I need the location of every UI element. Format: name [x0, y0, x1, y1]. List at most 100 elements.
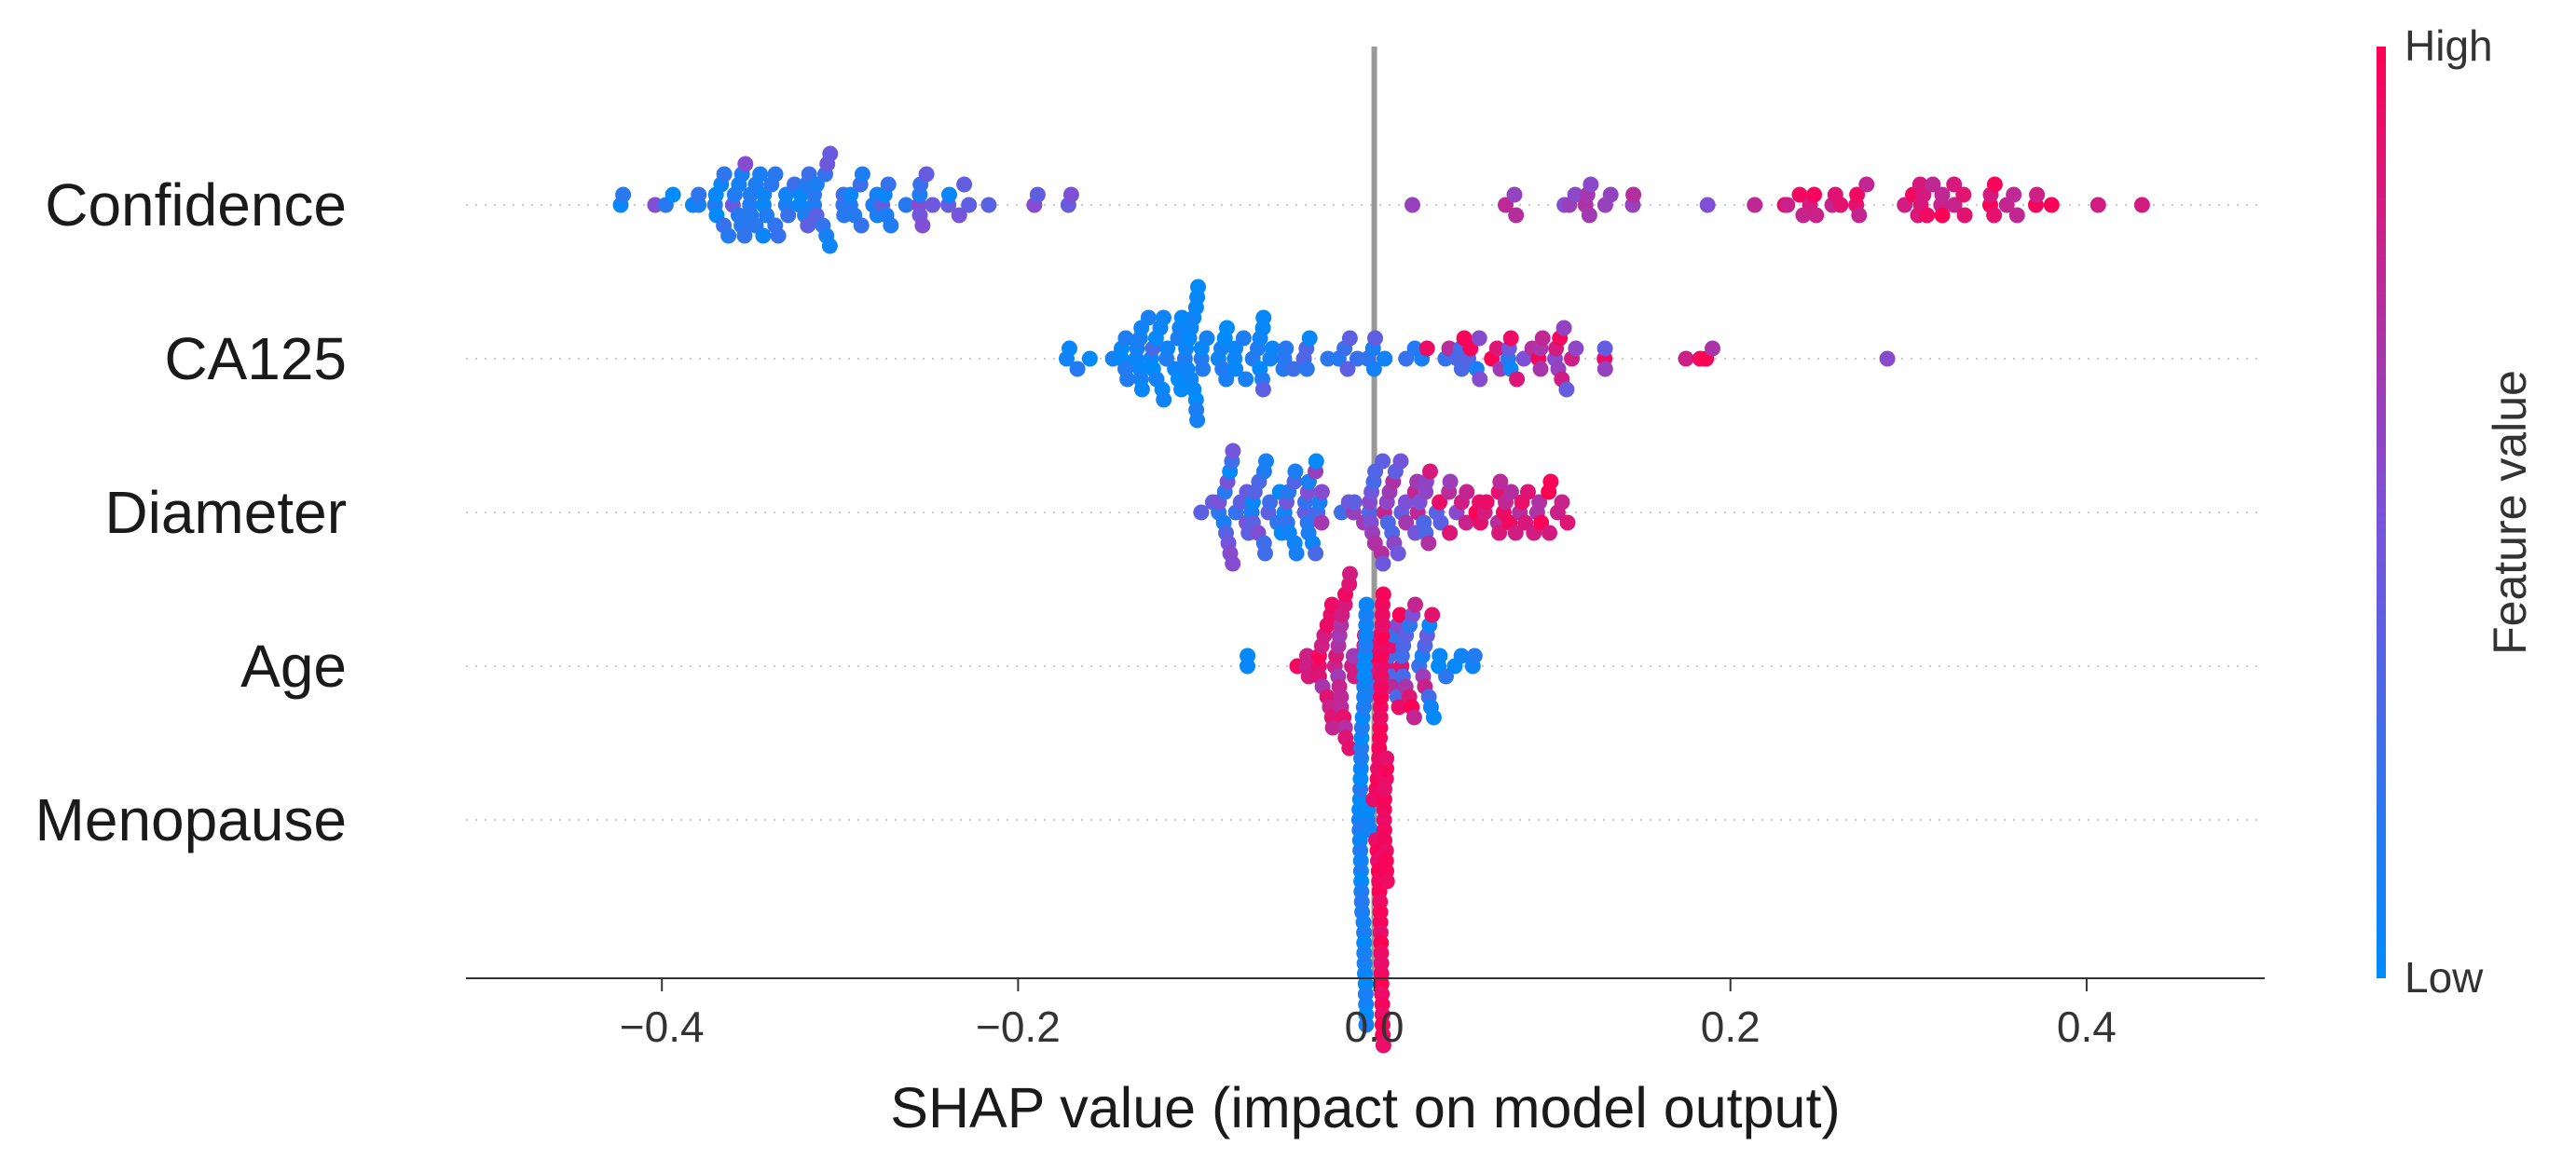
- shap-dot-confidence: [1986, 207, 2003, 224]
- shap-dot-ca125: [1298, 361, 1315, 377]
- shap-dot-age: [1453, 648, 1470, 664]
- shap-dot-age: [1324, 719, 1341, 736]
- shap-dot-ca125: [1156, 309, 1172, 326]
- shap-dot-confidence: [918, 166, 935, 183]
- shap-dot-ca125: [1509, 371, 1526, 388]
- shap-dot-diameter: [1559, 514, 1576, 531]
- feature-label-confidence: Confidence: [45, 171, 347, 239]
- shap-dot-confidence: [1946, 176, 1963, 193]
- shap-dot-confidence: [665, 186, 681, 203]
- shap-dot-ca125: [1377, 350, 1393, 367]
- shap-dot-confidence: [1567, 186, 1583, 203]
- shap-dot-ca125: [1285, 361, 1302, 377]
- shap-dot-ca125: [1190, 279, 1206, 295]
- shap-dot-age: [1240, 648, 1256, 664]
- shap-dot-ca125: [1502, 330, 1519, 347]
- shap-dot-age: [1405, 709, 1422, 726]
- shap-dot-confidence: [736, 227, 753, 244]
- shap-dot-ca125: [1534, 330, 1551, 347]
- shap-dot-ca125: [1879, 350, 1896, 367]
- shap-dot-confidence: [1747, 197, 1763, 213]
- shap-dot-confidence: [2090, 197, 2106, 213]
- shap-dot-diameter: [1313, 514, 1330, 531]
- shap-dot-confidence: [1583, 176, 1599, 193]
- shap-dot-confidence: [1946, 197, 1963, 213]
- shap-dot-confidence: [1925, 176, 1941, 193]
- shap-dot-ca125: [1339, 361, 1356, 377]
- shap-dot-confidence: [843, 186, 859, 203]
- x-ticks: −0.4 −0.2 0.0 0.2 0.4: [620, 978, 2117, 1051]
- shap-dot-diameter: [1313, 484, 1330, 500]
- shap-dot-age: [1342, 566, 1358, 582]
- shap-dot-ca125: [1159, 340, 1176, 357]
- x-axis-label: SHAP value (impact on model output): [890, 1076, 1840, 1139]
- shap-dot-confidence: [2006, 186, 2022, 203]
- shap-dot-diameter: [1258, 453, 1274, 470]
- shap-dot-diameter: [1492, 473, 1509, 490]
- shap-dot-confidence: [1832, 197, 1849, 213]
- shap-dot-ca125: [1472, 371, 1488, 388]
- shap-dot-confidence: [1806, 186, 1823, 203]
- shap-dot-diameter: [1459, 484, 1475, 500]
- shap-dot-confidence: [1986, 176, 2003, 193]
- shap-dot-ca125: [1173, 381, 1190, 398]
- shap-dot-confidence: [1506, 186, 1523, 203]
- shap-dot-ca125: [1341, 330, 1358, 347]
- feature-labels: Confidence CA125 Diameter Age Menopause: [35, 171, 347, 853]
- shap-dot-diameter: [1422, 463, 1438, 480]
- shap-dot-confidence: [1498, 197, 1514, 213]
- x-tick-label: 0.2: [1701, 1003, 1761, 1051]
- shap-dot-diameter: [1542, 473, 1559, 490]
- shap-dot-ca125: [1488, 340, 1505, 357]
- shap-dot-confidence: [925, 197, 941, 213]
- shap-dot-diameter: [1507, 525, 1524, 541]
- shap-dot-diameter: [1225, 555, 1241, 572]
- shap-dot-ca125: [1471, 330, 1487, 347]
- shap-dot-confidence: [1404, 197, 1420, 213]
- shap-dots: [612, 145, 2150, 1054]
- shap-dot-confidence: [1956, 207, 1973, 224]
- shap-dot-diameter: [1432, 514, 1449, 531]
- shap-dot-diameter: [1287, 463, 1304, 480]
- shap-dot-ca125: [1254, 381, 1271, 398]
- shap-dot-confidence: [1699, 197, 1716, 213]
- shap-dot-age: [1391, 699, 1407, 716]
- shap-dot-diameter: [1390, 545, 1406, 562]
- shap-dot-menopause: [1378, 750, 1395, 767]
- x-tick-label: 0.4: [2057, 1003, 2117, 1051]
- shap-dot-confidence: [822, 145, 839, 162]
- shap-dot-ca125: [1219, 320, 1235, 336]
- shap-dot-ca125: [1301, 330, 1318, 347]
- feature-label-diameter: Diameter: [104, 479, 347, 546]
- shap-dot-confidence: [780, 207, 797, 224]
- shap-dot-confidence: [1808, 207, 1825, 224]
- shap-dot-ca125: [1140, 309, 1157, 326]
- shap-dot-confidence: [2043, 197, 2060, 213]
- shap-dot-ca125: [1558, 381, 1575, 398]
- shap-dot-confidence: [880, 176, 897, 193]
- shap-dot-age: [1299, 648, 1315, 664]
- shap-dot-ca125: [1069, 361, 1086, 377]
- shap-dot-ca125: [1173, 309, 1190, 326]
- shap-dot-menopause: [1375, 586, 1391, 603]
- shap-dot-age: [1425, 709, 1442, 726]
- shap-dot-ca125: [1278, 340, 1295, 357]
- shap-dot-menopause: [1358, 596, 1375, 613]
- shap-dot-ca125: [1195, 361, 1212, 377]
- shap-dot-diameter: [1531, 494, 1548, 511]
- shap-dot-ca125: [1062, 340, 1077, 357]
- shap-dot-ca125: [1678, 350, 1694, 367]
- shap-dot-ca125: [1133, 381, 1150, 398]
- shap-dot-confidence: [1858, 176, 1875, 193]
- x-tick-label: 0.0: [1345, 1003, 1404, 1051]
- shap-dot-ca125: [1365, 361, 1382, 377]
- shap-dot-age: [1424, 607, 1441, 623]
- shap-dot-ca125: [1238, 371, 1254, 388]
- shap-dot-ca125: [1218, 371, 1235, 388]
- shap-dot-confidence: [914, 217, 931, 234]
- shap-dot-diameter: [1442, 525, 1459, 541]
- shap-dot-confidence: [853, 217, 870, 234]
- shap-dot-confidence: [1625, 186, 1642, 203]
- colorbar-low-label: Low: [2405, 953, 2484, 1002]
